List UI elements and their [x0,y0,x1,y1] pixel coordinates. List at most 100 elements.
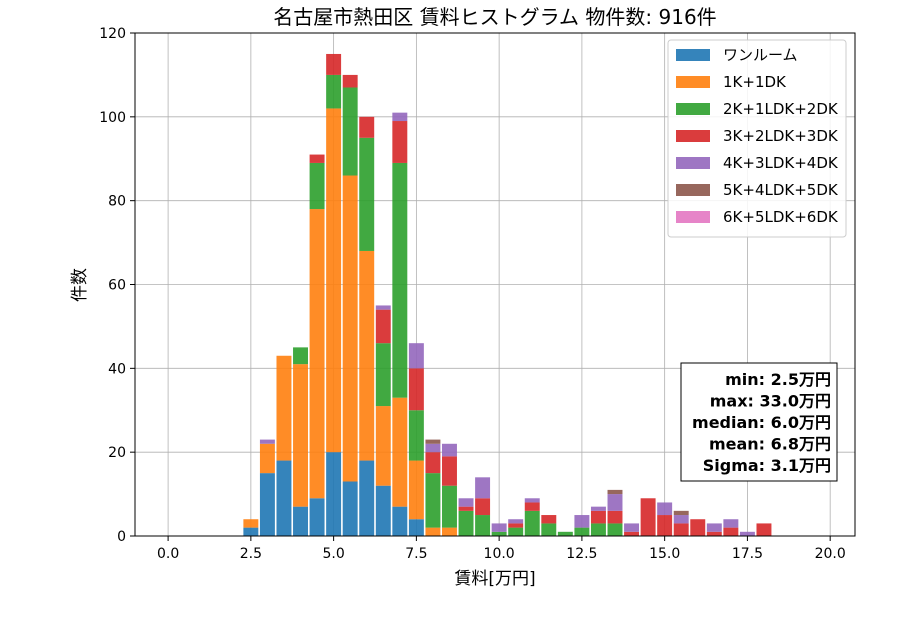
bar-segment [408,519,424,536]
bar-segment [359,116,375,138]
bar-segment [342,74,358,88]
bar-segment [408,460,424,520]
bar-segment [425,439,441,444]
bar-segment [309,154,325,163]
bar-segment [425,443,441,453]
bar-segment [442,527,457,536]
bar-segment [590,523,606,536]
y-axis-label: 件数 [70,268,90,302]
x-tick-label: 15.0 [649,546,680,562]
bar-segment [359,250,375,461]
bar-segment [607,510,623,524]
bar-segment [756,523,772,536]
bar-segment [541,515,557,524]
legend-swatch [676,211,710,223]
bar-segment [723,527,739,536]
stats-line: min: 2.5万円 [725,370,831,389]
bar-segment [706,523,722,532]
bar-segment [607,489,623,495]
x-axis-label: 賃料[万円] [454,569,535,589]
bar-segment [326,108,342,453]
legend-swatch [676,184,710,196]
bar-segment [574,527,590,536]
bar-segment [408,410,424,461]
bar-segment [392,121,408,163]
bar-segment [259,473,275,536]
bar-segment [590,510,606,524]
bar-segment [408,343,424,369]
bar-segment [458,498,474,507]
bar-segment [425,452,441,474]
x-tick-label: 7.5 [405,546,427,562]
bar-segment [607,523,623,536]
bar-segment [475,498,491,516]
bar-segment [359,137,375,251]
bar-segment [723,519,739,528]
stats-frame [680,362,838,482]
bar-segment [706,531,722,536]
bar-segment [309,162,325,210]
x-tick-label: 20.0 [815,546,846,562]
x-tick-label: 2.5 [240,546,262,562]
bar-segment [375,343,391,407]
bar-segment [739,531,755,536]
bar-segment [574,515,590,528]
bar-segment [442,485,457,528]
legend-label: 6K+5LDK+6DK [723,208,839,226]
bar-segment [673,510,689,516]
legend-label: ワンルーム [723,46,798,64]
bar-segment [458,506,474,511]
bar-segment [508,519,524,524]
bar-segment [541,523,557,536]
y-tick-label: 60 [108,278,126,294]
x-tick-label: 5.0 [322,546,344,562]
legend-frame [667,39,847,238]
bar-segment [458,510,474,536]
bar-segment [508,523,524,528]
axes-ticks: 0.0 2.5 5.0 7.5 10.0 12.5 15.0 17.5 20.0 0 20 40 60 8… [99,26,845,562]
legend-label: 2K+1LDK+2DK [723,100,839,118]
bar-segment [293,506,308,536]
bar-segment [293,347,308,365]
bar-segment [657,515,673,536]
bar-segment [491,523,507,532]
stats-line: median: 6.0万円 [692,413,831,432]
bar-segment [590,506,606,511]
bar-segment [392,397,408,507]
legend-label: 3K+2LDK+3DK [723,127,839,145]
bar-segment [673,523,689,536]
legend-swatch [676,49,710,61]
bar-segment [657,502,673,516]
bar-segment [243,519,259,528]
bar-segment [309,498,325,536]
bar-segment [359,460,375,536]
bar-series [243,53,772,536]
bar-segment [491,531,507,536]
y-tick-label: 100 [99,110,126,126]
bar-segment [392,162,408,398]
bar-segment [342,481,358,536]
bar-segment [690,519,706,536]
bar-segment [425,527,441,536]
bar-segment [408,368,424,411]
legend: ワンルーム 1K+1DK 2K+1LDK+2DK 3K+2LDK+3DK 4K+3LDK… [667,39,847,238]
bar-segment [673,515,689,524]
bar-segment [475,477,491,499]
y-tick-label: 20 [108,445,126,461]
x-tick-label: 17.5 [732,546,763,562]
legend-swatch [676,103,710,115]
x-tick-label: 12.5 [566,546,597,562]
bar-segment [326,53,342,75]
bar-segment [259,439,275,444]
bar-segment [243,527,259,536]
stats-box: min: 2.5万円 max: 33.0万円 median: 6.0万円 mean: … [680,362,838,482]
bar-segment [309,209,325,499]
bar-segment [375,309,391,344]
bar-segment [342,87,358,176]
bar-segment [392,506,408,536]
chart-title: 名古屋市熱田区 賃料ヒストグラム 物件数: 916件 [273,5,716,29]
bar-segment [557,531,573,536]
legend-swatch [676,76,710,88]
